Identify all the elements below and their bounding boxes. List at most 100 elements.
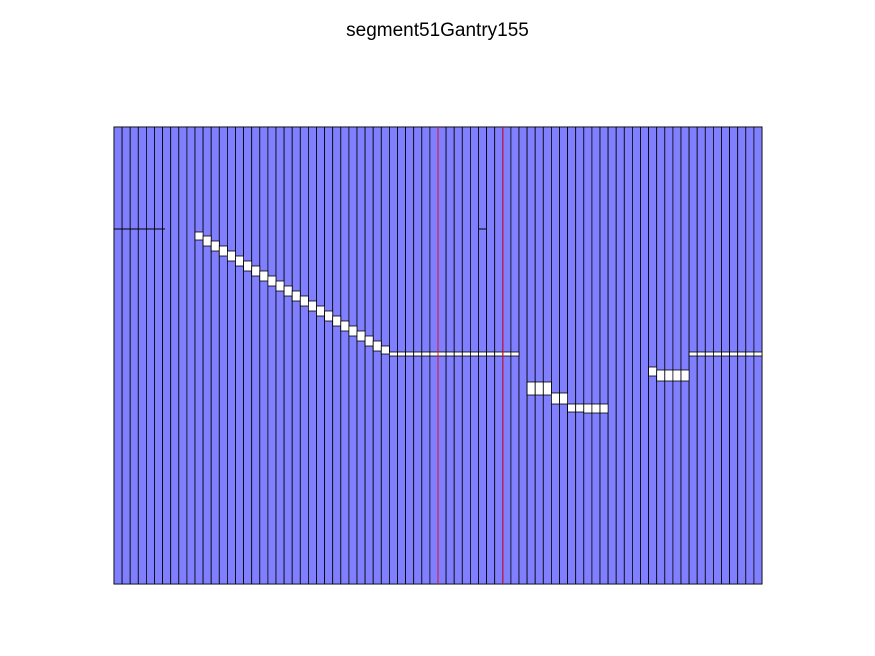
leaf-gap: [753, 351, 763, 357]
aperture-gaps: [194, 231, 763, 414]
leaf-gap: [696, 351, 706, 357]
leaf-column: [137, 126, 147, 585]
leaf-gap: [340, 320, 350, 332]
leaf-gap: [469, 351, 479, 357]
leaf-gap: [688, 351, 698, 357]
leaf-column: [648, 126, 658, 585]
leaf-column: [235, 126, 245, 585]
leaf-column: [275, 126, 285, 585]
leaf-gap: [437, 351, 447, 357]
leaf-column: [202, 126, 212, 585]
leaf-column: [332, 126, 342, 585]
leaf-column: [170, 126, 180, 585]
leaf-column: [178, 126, 188, 585]
leaf-gap: [599, 403, 609, 414]
leaf-gap: [680, 369, 690, 382]
leaf-column: [518, 126, 528, 585]
leaf-column: [632, 126, 641, 585]
leaf-gap: [559, 392, 569, 405]
leaf-column: [348, 126, 358, 585]
leaf-gap: [194, 231, 204, 241]
figure-title: segment51Gantry155: [346, 20, 529, 41]
leaf-column: [615, 126, 625, 585]
leaf-gap: [413, 351, 423, 357]
leaf-column: [372, 126, 382, 585]
leaf-gap: [510, 351, 520, 357]
leaf-gap: [388, 351, 398, 357]
leaf-gap: [713, 351, 722, 357]
leaf-column: [640, 126, 650, 585]
leaf-gap: [745, 351, 755, 357]
leaf-column: [154, 126, 164, 585]
leaf-column: [218, 126, 228, 585]
leaf-gap: [243, 260, 253, 272]
leaf-column: [307, 126, 317, 585]
leaf-column: [259, 126, 269, 585]
leaf-gap: [551, 392, 560, 405]
leaf-column: [145, 126, 155, 585]
leaf-column: [551, 126, 560, 585]
leaf-gap: [502, 351, 512, 357]
leaf-column: [526, 126, 536, 585]
leaf-gap: [453, 351, 463, 357]
leaf-column: [356, 126, 366, 585]
leaf-column: [129, 126, 139, 585]
leaf-gap: [364, 335, 374, 347]
leaf-gap: [251, 265, 261, 277]
leaf-column: [324, 126, 334, 585]
leaf-gap: [202, 235, 212, 247]
leaf-gap: [421, 351, 431, 357]
leaf-gap: [307, 300, 317, 312]
leaf-gap: [429, 351, 439, 357]
leaf-column: [162, 126, 172, 585]
leaf-gap: [332, 315, 342, 327]
leaf-column: [251, 126, 261, 585]
leaf-gap: [226, 250, 236, 262]
leaf-column: [226, 126, 236, 585]
leaf-gap: [405, 351, 415, 357]
leaf-gap: [591, 403, 601, 414]
leaf-gap: [291, 290, 301, 302]
leaf-column: [340, 126, 350, 585]
leaf-gap: [672, 369, 682, 382]
leaf-column: [380, 126, 390, 585]
leaf-gap: [299, 295, 309, 307]
leaf-gap: [494, 351, 504, 357]
leaf-gap: [526, 381, 536, 396]
leaf-gap: [542, 381, 552, 396]
leaf-column: [656, 126, 666, 585]
leaf-gap: [729, 351, 739, 357]
leaf-column: [316, 126, 326, 585]
leaf-gap: [397, 351, 407, 357]
leaf-gap: [445, 351, 455, 357]
leaf-gap: [380, 345, 390, 355]
leaf-gap: [721, 351, 731, 357]
leaf-gap: [648, 366, 658, 377]
leaf-gap: [461, 351, 471, 357]
leaf-gap: [324, 310, 334, 322]
leaf-gap: [356, 330, 366, 342]
leaf-column: [210, 126, 220, 585]
leaf-column: [567, 126, 577, 585]
leaf-column: [607, 126, 617, 585]
leaf-gap: [218, 245, 228, 257]
leaf-gap: [656, 369, 666, 382]
leaf-column: [583, 126, 593, 585]
leaf-gap: [704, 351, 714, 357]
leaf-column: [243, 126, 253, 585]
leaf-column: [672, 126, 682, 585]
leaf-gap: [664, 369, 674, 382]
leaf-column: [299, 126, 309, 585]
leaf-gap: [235, 255, 245, 267]
leaf-gap: [275, 280, 285, 292]
leaf-column: [599, 126, 609, 585]
leaf-gap: [316, 305, 326, 317]
leaf-column: [591, 126, 601, 585]
leaf-column: [364, 126, 374, 585]
leaf-gap: [567, 403, 577, 413]
leaf-column: [559, 126, 569, 585]
leaf-column: [575, 126, 585, 585]
leaf-gap: [348, 325, 358, 337]
leaf-column: [680, 126, 690, 585]
